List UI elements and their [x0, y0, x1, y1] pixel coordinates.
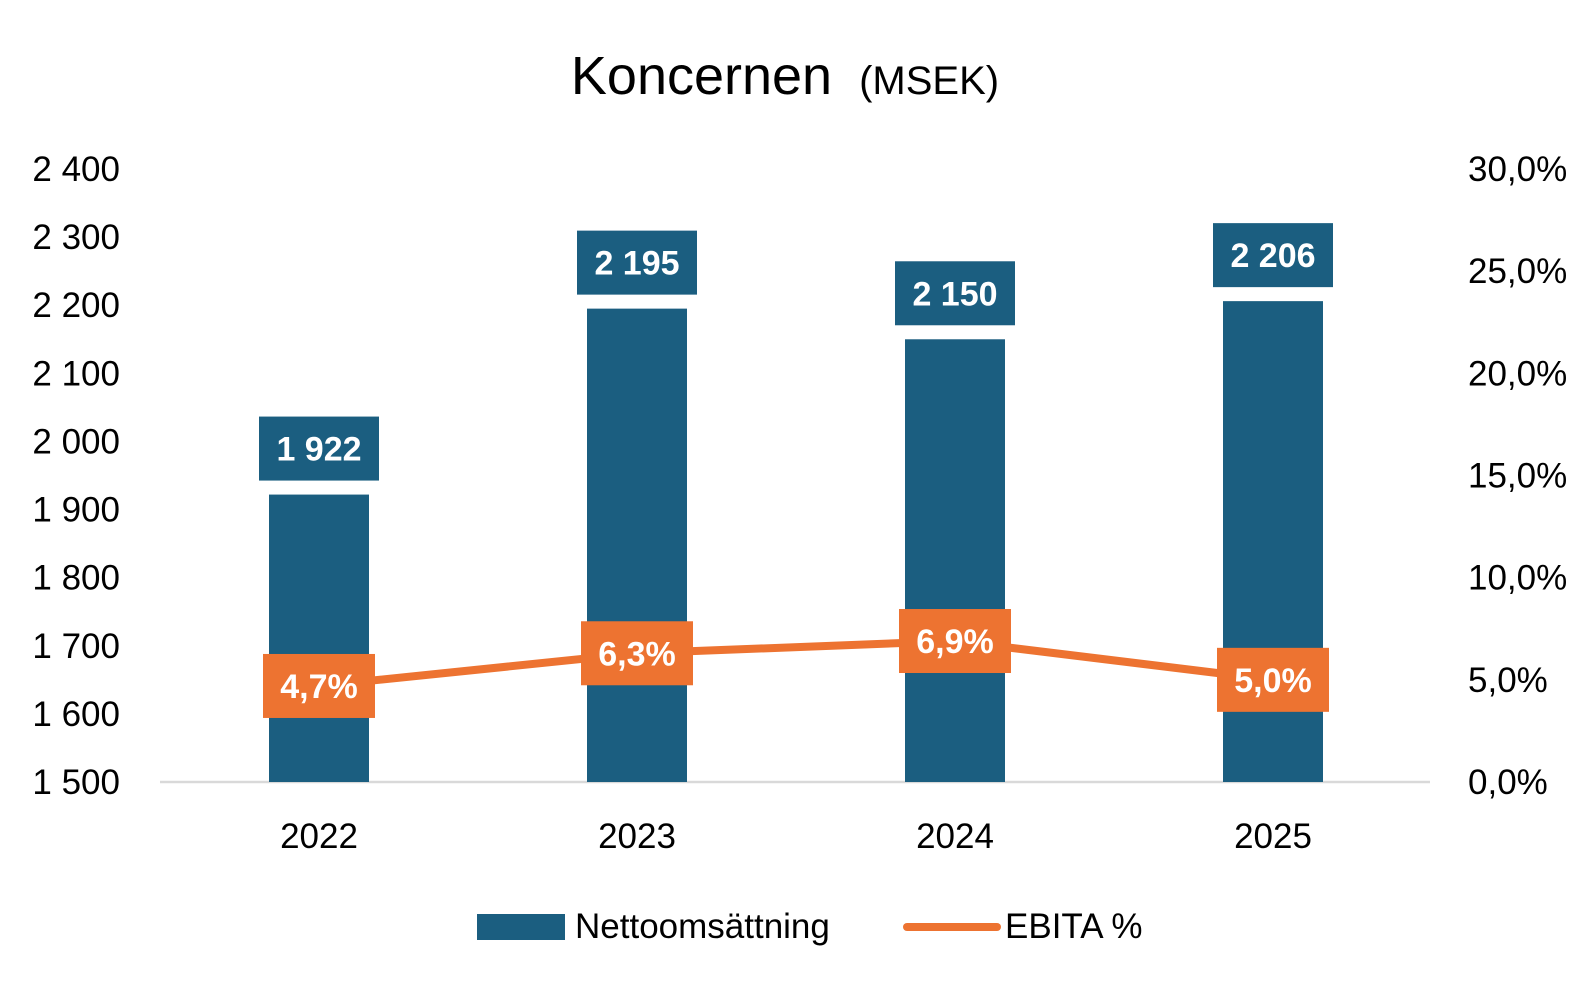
- left-axis-tick-label: 1 600: [32, 695, 120, 734]
- chart-title-unit: (MSEK): [859, 59, 999, 103]
- x-axis-tick-label: 2023: [598, 817, 676, 856]
- left-y-axis: 1 500 1 600 1 700 1 800 1 900 2 000 2 100 2 200…: [32, 150, 120, 802]
- line-value-label-box: [1217, 647, 1329, 712]
- right-axis-tick-label: 20,0%: [1468, 354, 1567, 393]
- line-value-label-box: [581, 621, 693, 686]
- ebita-line: [318, 637, 1274, 690]
- bar-value-label-box: [577, 230, 697, 295]
- line-value-label: 6,9%: [916, 623, 994, 661]
- bar: [905, 339, 1005, 782]
- x-axis-tick-label: 2024: [916, 817, 994, 856]
- bar-value-label-box: [1213, 223, 1333, 288]
- legend: Nettoomsättning EBITA %: [477, 907, 1142, 946]
- x-axis-tick-label: 2022: [280, 817, 358, 856]
- line-value-label-box: [263, 653, 375, 718]
- bar: [269, 494, 369, 782]
- chart-title: Koncernen (MSEK): [571, 46, 999, 106]
- legend-label-nettoomsattning: Nettoomsättning: [575, 907, 830, 946]
- legend-label-ebita: EBITA %: [1005, 907, 1142, 946]
- left-axis-tick-label: 1 700: [32, 627, 120, 666]
- right-axis-tick-label: 25,0%: [1468, 252, 1567, 291]
- right-axis-tick-label: 5,0%: [1468, 661, 1548, 700]
- bar-value-label-box: [895, 261, 1015, 326]
- bar: [587, 308, 687, 782]
- bar-value-label: 2 150: [912, 275, 997, 313]
- bar-value-label: 1 922: [276, 431, 361, 469]
- left-axis-tick-label: 2 100: [32, 354, 120, 393]
- line-value-label: 4,7%: [280, 668, 358, 706]
- left-axis-tick-label: 1 500: [32, 763, 120, 802]
- left-axis-tick-label: 1 900: [32, 491, 120, 530]
- bar-series: 1 922 2 195 2 150 2 206: [259, 223, 1333, 782]
- right-axis-tick-label: 15,0%: [1468, 457, 1567, 496]
- bar-value-label-box: [259, 416, 379, 481]
- right-axis-tick-label: 10,0%: [1468, 559, 1567, 598]
- line-value-label: 5,0%: [1234, 662, 1312, 700]
- left-axis-tick-label: 2 400: [32, 150, 120, 189]
- chart-title-main: Koncernen: [571, 46, 832, 106]
- left-axis-tick-label: 2 300: [32, 218, 120, 257]
- line-value-label-box: [899, 609, 1011, 674]
- left-axis-tick-label: 1 800: [32, 559, 120, 598]
- right-axis-tick-label: 0,0%: [1468, 763, 1548, 802]
- x-axis: 2022 2023 2024 2025: [280, 817, 1312, 856]
- right-y-axis: 0,0% 5,0% 10,0% 15,0% 20,0% 25,0% 30,0%: [1468, 150, 1567, 802]
- left-axis-tick-label: 2 200: [32, 286, 120, 325]
- line-series: 4,7% 6,3% 6,9% 5,0%: [263, 609, 1329, 718]
- bar-value-label: 2 195: [594, 245, 679, 283]
- line-value-label: 6,3%: [598, 635, 676, 673]
- right-axis-tick-label: 30,0%: [1468, 150, 1567, 189]
- x-axis-tick-label: 2025: [1234, 817, 1312, 856]
- legend-swatch-bar: [477, 914, 565, 940]
- left-axis-tick-label: 2 000: [32, 422, 120, 461]
- bar-value-label: 2 206: [1230, 237, 1315, 275]
